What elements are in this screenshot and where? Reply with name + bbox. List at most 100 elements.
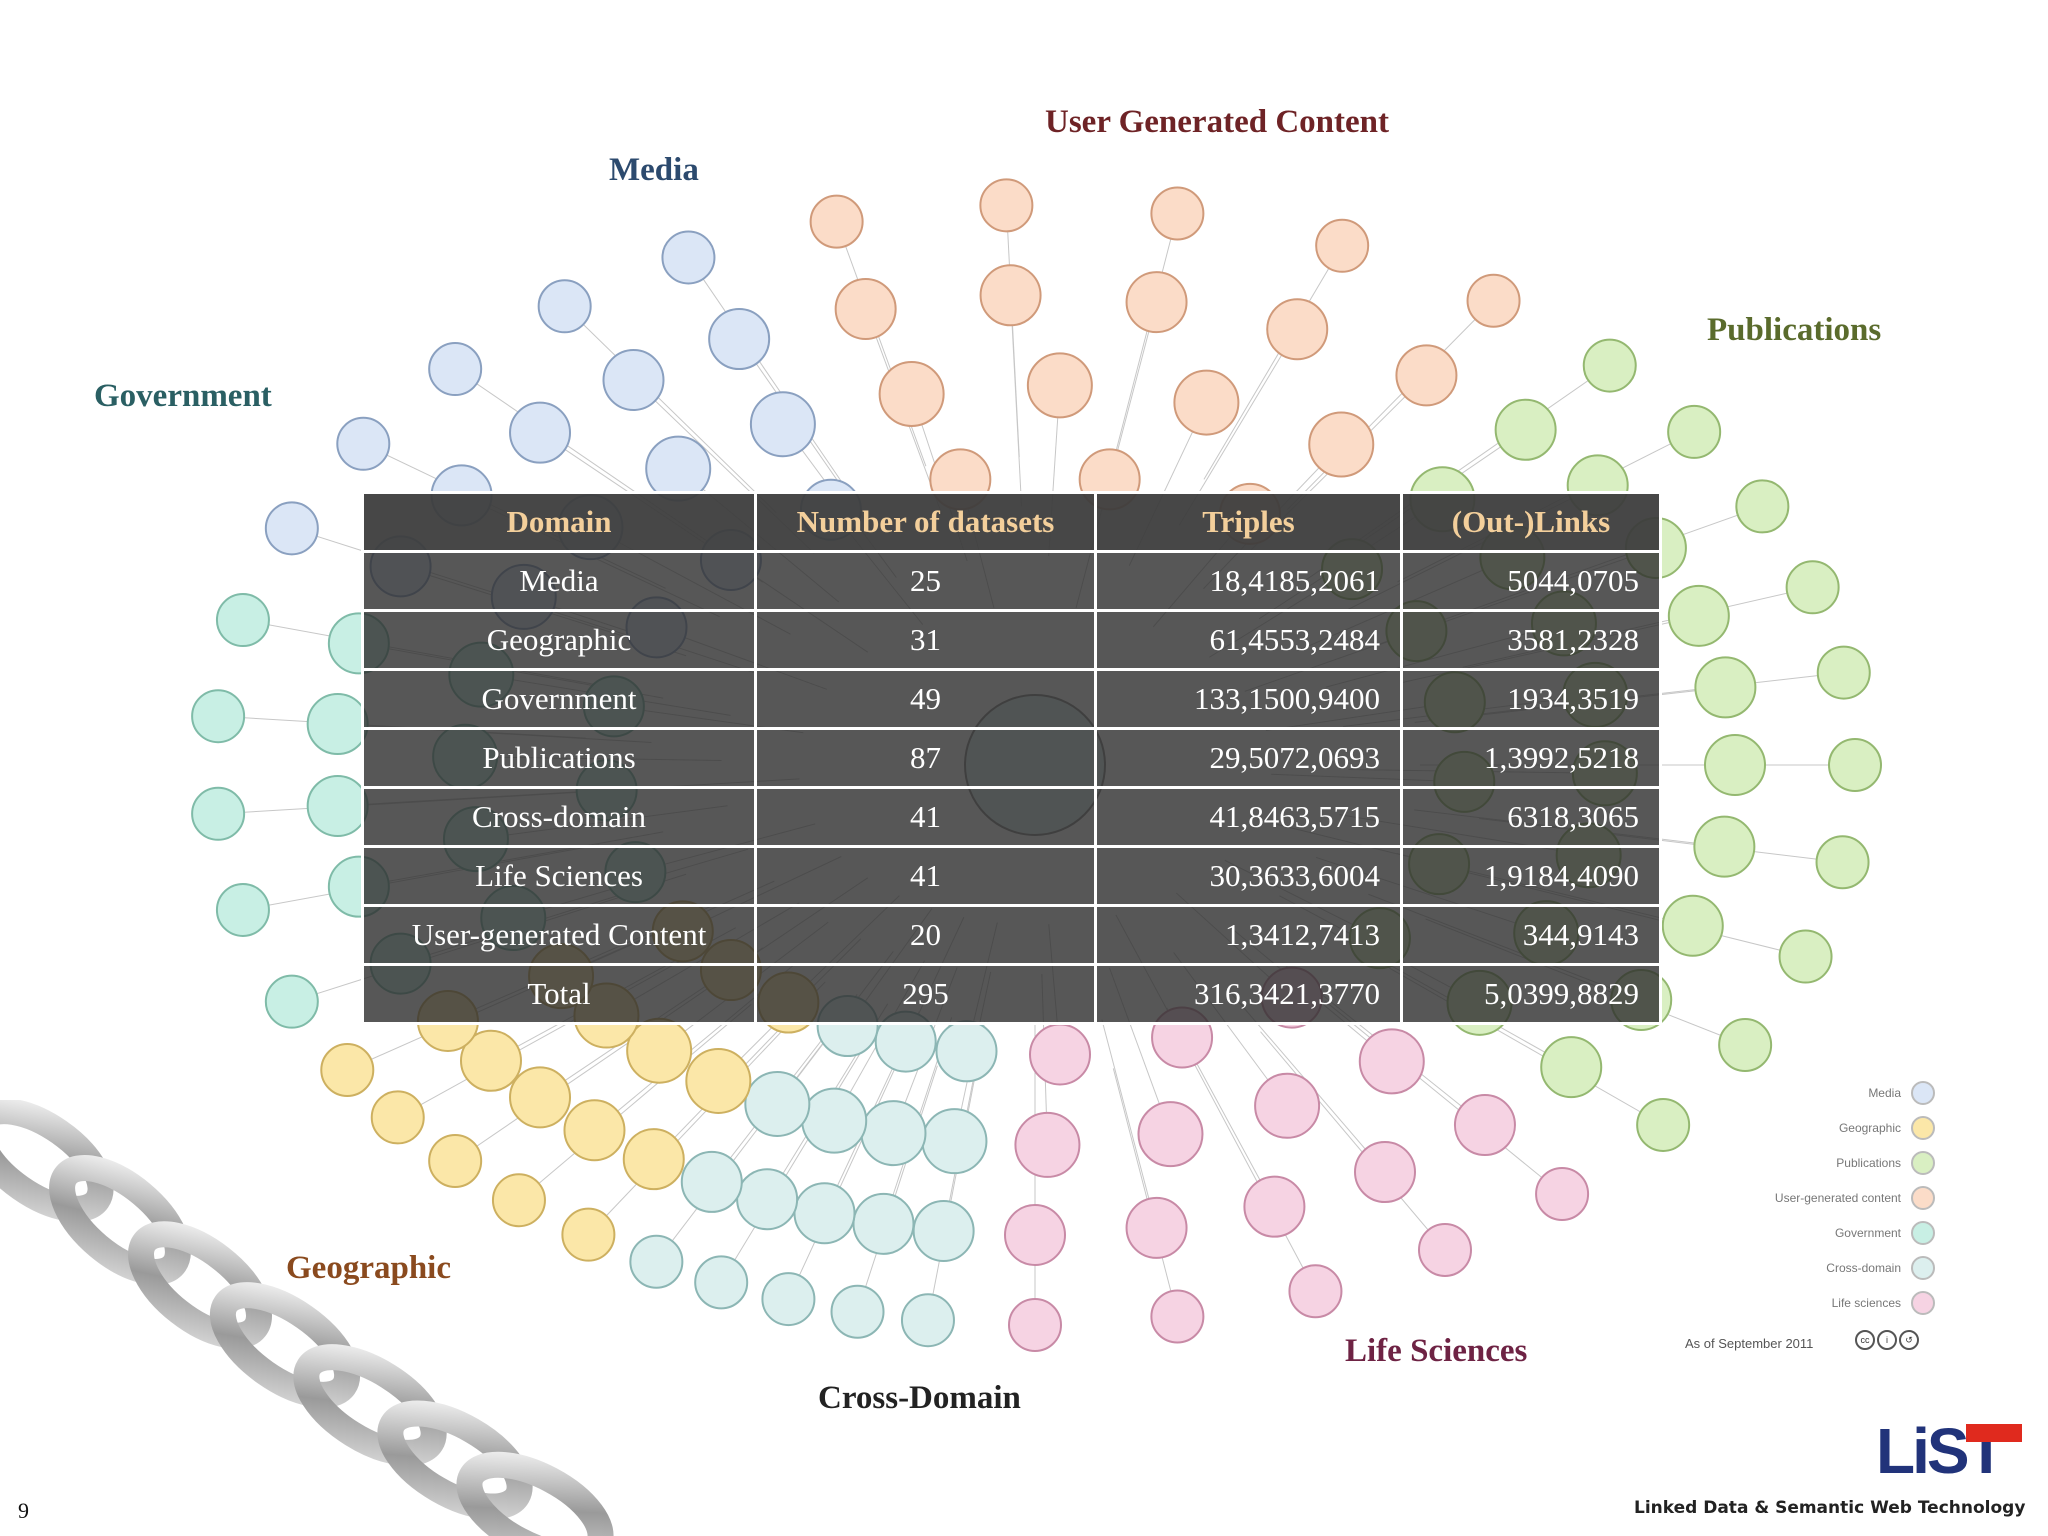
cloud-link <box>857 1065 938 1312</box>
dataset-node <box>1636 1097 1691 1152</box>
cloud-link <box>518 1003 752 1201</box>
legend-label: Government <box>1834 1225 1901 1240</box>
dataset-node <box>1150 1289 1205 1344</box>
dataset-node <box>801 1087 868 1154</box>
dataset-node <box>830 1284 885 1339</box>
cloud-link <box>1112 1068 1178 1317</box>
table-row: Publications 87 29,5072,0693 1,3992,5218 <box>361 727 1662 789</box>
dataset-node <box>563 1099 626 1162</box>
cell-domain: Publications <box>361 727 757 789</box>
dataset-node <box>1395 344 1458 407</box>
cell-domain: Geographic <box>361 609 757 671</box>
dataset-node <box>1125 1196 1188 1259</box>
cell-triples: 133,1500,9400 <box>1094 668 1403 730</box>
cloud-link <box>836 221 927 467</box>
table-row-total: Total 295 316,3421,3770 5,0399,8829 <box>361 963 1662 1025</box>
cloud-legend: Media Geographic Publications User-gener… <box>1690 1075 1935 1320</box>
cloud-link <box>1112 213 1178 462</box>
cloud-link <box>655 1037 828 1263</box>
legend-item: Life sciences <box>1690 1285 1935 1320</box>
legend-swatch <box>1911 1150 1935 1175</box>
legend-swatch <box>1911 1220 1935 1245</box>
dataset-node <box>428 342 483 397</box>
cell-domain: Life Sciences <box>361 845 757 907</box>
dataset-node <box>878 361 945 428</box>
dataset-node <box>809 194 864 249</box>
dataset-node <box>1004 1204 1066 1266</box>
dataset-node <box>629 1234 684 1289</box>
page-number: 9 <box>18 1498 29 1523</box>
legend-swatch <box>1911 1185 1935 1210</box>
dataset-node <box>1026 352 1093 419</box>
domain-label-government: Government <box>94 378 272 414</box>
cell-domain: User-generated Content <box>361 904 757 966</box>
dataset-node <box>428 1133 483 1188</box>
cloud-link <box>1101 1019 1158 1228</box>
legend-swatch <box>1911 1115 1935 1140</box>
dataset-node <box>744 1070 811 1137</box>
cell-datasets: 20 <box>754 904 1097 966</box>
table-row: Geographic 31 61,4553,2484 3581,2328 <box>361 609 1662 671</box>
dataset-node <box>661 230 716 285</box>
domain-label-user-generated: User Generated Content <box>1045 104 1389 140</box>
dataset-node <box>537 279 592 334</box>
dataset-node <box>1778 929 1833 984</box>
dataset-node <box>900 1293 955 1348</box>
dataset-node <box>1535 1166 1590 1221</box>
dataset-node <box>708 308 771 371</box>
dataset-node <box>793 1182 856 1245</box>
cloud-link <box>1324 1000 1563 1195</box>
dataset-node <box>834 277 897 340</box>
cell-domain: Total <box>361 963 757 1025</box>
legend-item: Government <box>1690 1215 1935 1250</box>
cloud-link <box>1188 1054 1316 1292</box>
dataset-node <box>191 689 246 744</box>
dataset-node <box>306 774 369 837</box>
table-row: Cross-domain 41 41,8463,5715 6318,3065 <box>361 786 1662 848</box>
domain-label-publications: Publications <box>1707 312 1882 348</box>
dataset-node <box>979 178 1034 233</box>
dataset-node <box>1785 560 1840 615</box>
table-row: Government 49 133,1500,9400 1934,3519 <box>361 668 1662 730</box>
dataset-node <box>1308 411 1375 478</box>
cell-datasets: 41 <box>754 845 1097 907</box>
cell-datasets: 87 <box>754 727 1097 789</box>
chain-illustration <box>0 1100 614 1536</box>
list-logo: LiST <box>1876 1418 2026 1484</box>
cell-links: 6318,3065 <box>1400 786 1662 848</box>
footer-title: Linked Data & Semantic Web Technology <box>1634 1498 2026 1518</box>
dataset-node <box>1667 404 1722 459</box>
dataset-node <box>320 1042 375 1097</box>
table-header-row: Domain Number of datasets Triples (Out-)… <box>361 491 1662 553</box>
dataset-node <box>491 1173 546 1228</box>
legend-item: Geographic <box>1690 1110 1935 1145</box>
cell-datasets: 49 <box>754 668 1097 730</box>
dataset-node <box>1008 1298 1062 1352</box>
cell-triples: 18,4185,2061 <box>1094 550 1403 612</box>
dataset-node <box>685 1047 752 1114</box>
cloud-link <box>564 305 777 514</box>
dataset-node <box>1315 218 1370 273</box>
header-datasets: Number of datasets <box>754 491 1097 553</box>
legend-label: Cross-domain <box>1826 1260 1901 1275</box>
dataset-node <box>1137 1101 1204 1168</box>
dataset-node <box>694 1255 749 1310</box>
cell-domain: Cross-domain <box>361 786 757 848</box>
dataset-node <box>370 1090 425 1145</box>
cell-triples: 1,3412,7413 <box>1094 904 1403 966</box>
dataset-node <box>1418 1222 1472 1277</box>
dataset-node <box>1029 1023 1092 1086</box>
header-triples: Triples <box>1094 491 1403 553</box>
dataset-node <box>736 1168 799 1231</box>
dataset-node <box>1150 186 1205 241</box>
dataset-node <box>1014 1111 1081 1178</box>
dataset-node <box>1815 835 1870 890</box>
legend-label: Media <box>1868 1085 1901 1100</box>
legend-item: User-generated content <box>1690 1180 1935 1215</box>
dataset-node <box>561 1207 616 1262</box>
header-links: (Out-)Links <box>1400 491 1662 553</box>
dataset-node <box>1125 271 1188 334</box>
cell-datasets: 295 <box>754 963 1097 1025</box>
cloud-link <box>927 1070 977 1321</box>
